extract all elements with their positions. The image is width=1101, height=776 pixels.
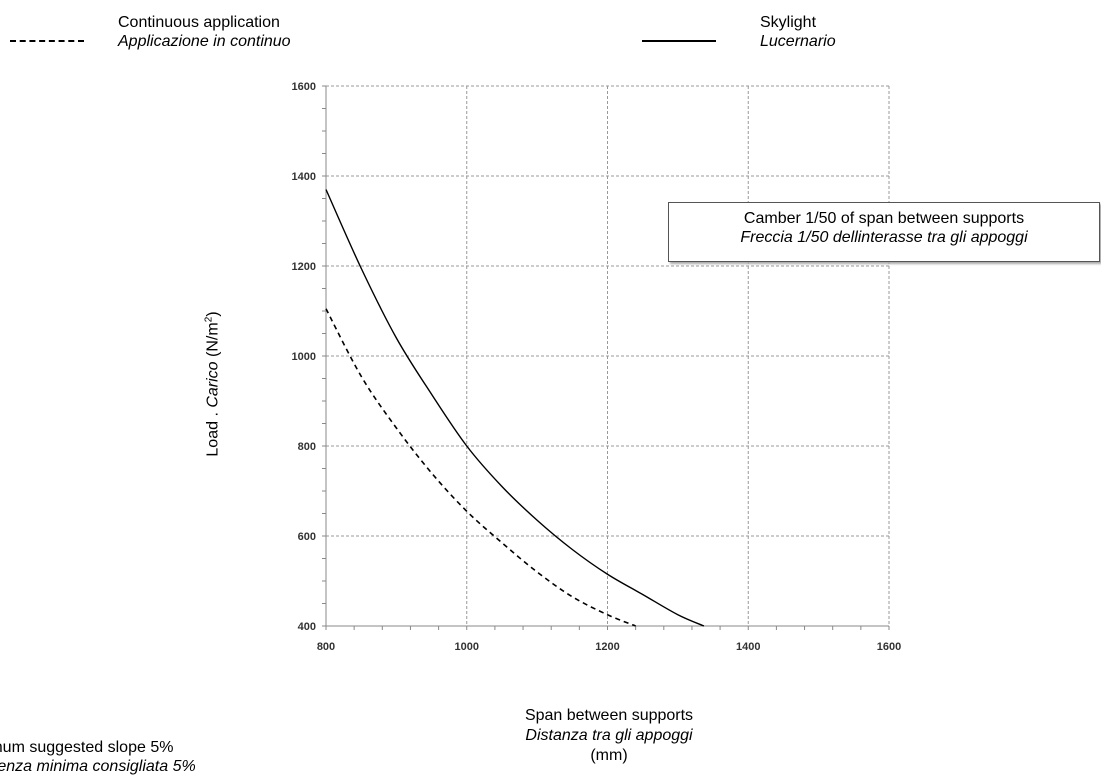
legend-dashed-swatch — [10, 40, 84, 42]
y-tick-label: 600 — [298, 531, 316, 543]
series-lines — [325, 189, 705, 627]
camber-annotation: Camber 1/50 of span between supports Fre… — [668, 202, 1100, 262]
legend-continuous-label: Continuous application Applicazione in c… — [118, 14, 291, 50]
y-tick-label: 1200 — [292, 261, 316, 273]
x-tick-label: 800 — [317, 641, 335, 653]
y-tick-label: 1600 — [292, 81, 316, 93]
axes — [322, 85, 890, 630]
tick-labels: 400 600 800 1000 1200 1400 1600 800 1000 1200 1400… — [292, 81, 902, 653]
grid — [326, 85, 890, 626]
x-axis-label: Span between supports Distanza tra gli a… — [524, 707, 694, 764]
series-skylight — [325, 189, 705, 627]
x-tick-label: 1000 — [455, 641, 479, 653]
x-tick-label: 1600 — [877, 641, 901, 653]
legend-skylight-label: Skylight Lucernario — [760, 14, 836, 50]
series-continuous-application — [325, 308, 636, 627]
y-tick-label: 1400 — [292, 171, 316, 183]
x-tick-label: 1400 — [736, 641, 760, 653]
slope-footnote: Minimum suggested slope 5% Pendenza mini… — [0, 739, 196, 775]
y-tick-label: 800 — [298, 441, 316, 453]
x-tick-label: 1200 — [595, 641, 619, 653]
y-axis-label: Load . Carico (N/m2) — [203, 311, 222, 457]
y-tick-label: 400 — [298, 621, 316, 633]
y-tick-label: 1000 — [292, 351, 316, 363]
legend-solid-swatch — [642, 40, 716, 42]
